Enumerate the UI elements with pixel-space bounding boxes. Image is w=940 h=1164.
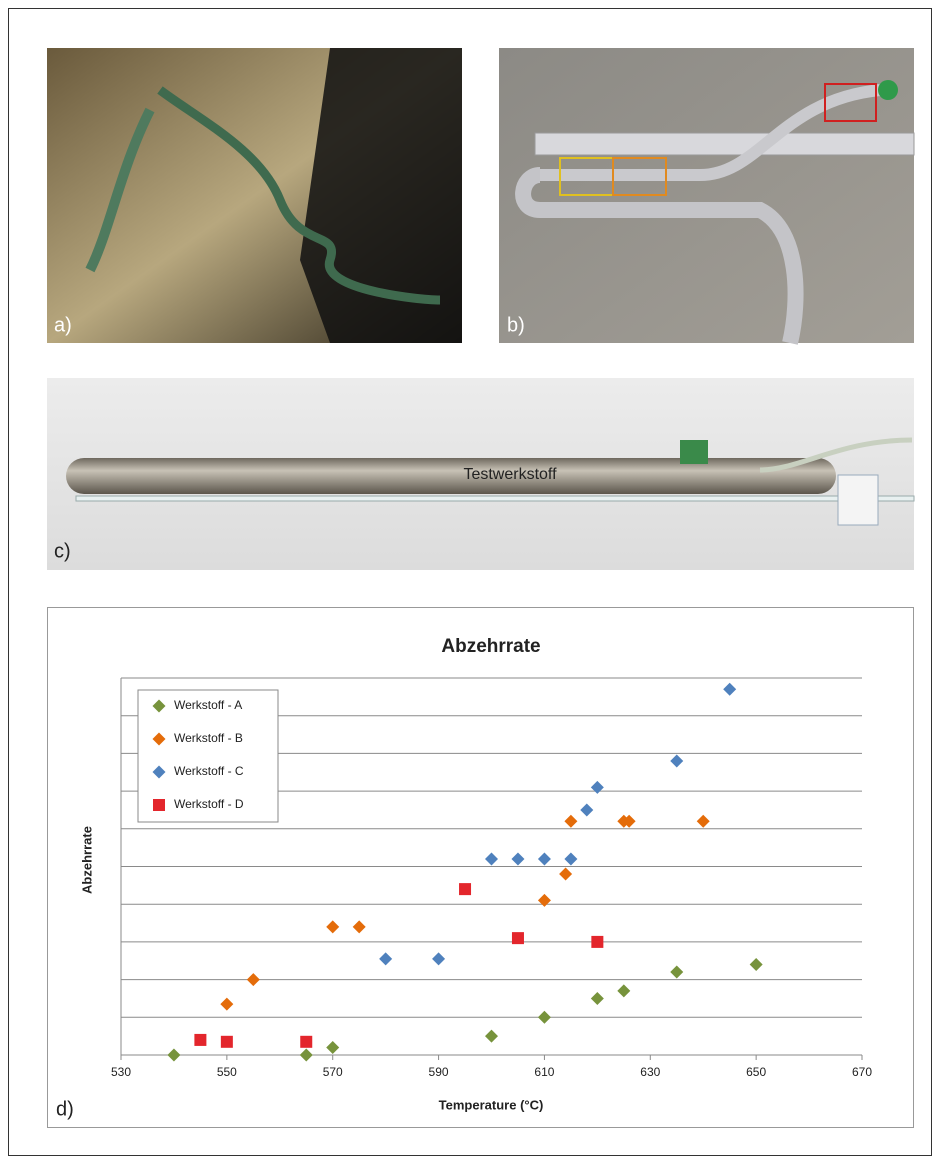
- legend-label: Werkstoff - B: [174, 731, 243, 745]
- point: [194, 1034, 206, 1046]
- x-axis-title: Temperature (°C): [439, 1097, 544, 1112]
- panel-label: b): [507, 314, 525, 336]
- point: [300, 1036, 312, 1048]
- figure: a) b) Testwerkstoff c) d) Abzehrrate Tem…: [0, 0, 940, 1164]
- legend-label: Werkstoff - D: [174, 797, 244, 811]
- photo-c: Testwerkstoff c): [47, 378, 914, 570]
- point: [512, 932, 524, 944]
- chart-title: Abzehrrate: [441, 636, 540, 657]
- point: [221, 1036, 233, 1048]
- legend-marker: [153, 799, 165, 811]
- panel-label: a): [54, 314, 72, 336]
- chart-frame: [48, 608, 914, 1128]
- x-tick-label: 570: [323, 1065, 343, 1079]
- x-tick-label: 650: [746, 1065, 766, 1079]
- x-tick-label: 530: [111, 1065, 131, 1079]
- x-tick-label: 610: [534, 1065, 554, 1079]
- photo-a: a): [47, 48, 462, 343]
- x-tick-label: 630: [640, 1065, 660, 1079]
- y-axis-title: Abzehrrate: [79, 826, 94, 894]
- annotation: Testwerkstoff: [463, 466, 557, 483]
- x-tick-label: 550: [217, 1065, 237, 1079]
- x-tick-label: 590: [429, 1065, 449, 1079]
- legend-label: Werkstoff - A: [174, 698, 242, 712]
- panel-label: d): [56, 1098, 74, 1120]
- panel-label: c): [54, 540, 71, 562]
- legend-label: Werkstoff - C: [174, 764, 244, 778]
- x-tick-label: 670: [852, 1065, 872, 1079]
- point: [591, 936, 603, 948]
- point: [459, 883, 471, 895]
- photo-b: b): [499, 48, 914, 343]
